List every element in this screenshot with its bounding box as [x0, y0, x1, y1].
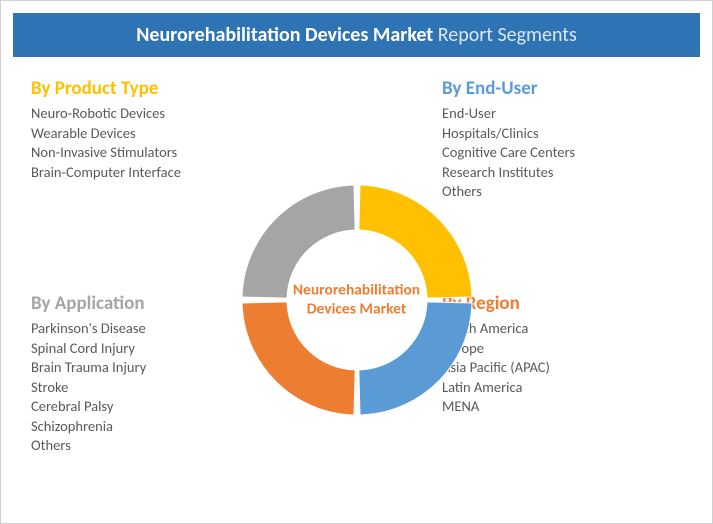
center-line1: Neurorehabilitation: [277, 281, 437, 300]
segment-product-type: By Product Type Neuro-Robotic DevicesWea…: [31, 77, 271, 182]
segment-item: Parkinson's Disease: [31, 319, 271, 339]
segment-items: End-UserHospitals/ClinicsCognitive Care …: [442, 104, 682, 202]
segment-items: Neuro-Robotic DevicesWearable DevicesNon…: [31, 104, 271, 182]
segment-items: North AmericaEuropeAsia Pacific (APAC)La…: [442, 319, 682, 417]
header-title-bold: Neurorehabilitation Devices Market: [136, 23, 433, 47]
segment-application: By Application Parkinson's DiseaseSpinal…: [31, 292, 271, 456]
header-title-light: Report Segments: [433, 23, 577, 47]
segment-item: Cognitive Care Centers: [442, 143, 682, 163]
content-area: By Product Type Neuro-Robotic DevicesWea…: [13, 57, 700, 507]
segment-item: End-User: [442, 104, 682, 124]
segment-title: By End-User: [442, 77, 682, 100]
header-bar: Neurorehabilitation Devices Market Repor…: [13, 13, 700, 57]
segment-title: By Application: [31, 292, 271, 315]
donut-center-label: Neurorehabilitation Devices Market: [277, 281, 437, 320]
segment-item: Europe: [442, 339, 682, 359]
segment-item: Others: [31, 436, 271, 456]
segment-item: Spinal Cord Injury: [31, 339, 271, 359]
segment-region: By Region North AmericaEuropeAsia Pacifi…: [442, 292, 682, 417]
segment-item: Research Institutes: [442, 163, 682, 183]
donut-chart: Neurorehabilitation Devices Market: [238, 181, 476, 419]
segment-item: Brain-Computer Interface: [31, 163, 271, 183]
segment-item: Non-Invasive Stimulators: [31, 143, 271, 163]
report-container: Neurorehabilitation Devices Market Repor…: [0, 0, 713, 524]
segment-item: North America: [442, 319, 682, 339]
segment-end-user: By End-User End-UserHospitals/ClinicsCog…: [442, 77, 682, 202]
segment-item: Schizophrenia: [31, 417, 271, 437]
center-line2: Devices Market: [277, 300, 437, 319]
segment-item: Cerebral Palsy: [31, 397, 271, 417]
segment-item: Hospitals/Clinics: [442, 124, 682, 144]
segment-item: MENA: [442, 397, 682, 417]
segment-title: By Region: [442, 292, 682, 315]
segment-item: Latin America: [442, 378, 682, 398]
segment-items: Parkinson's DiseaseSpinal Cord InjuryBra…: [31, 319, 271, 456]
segment-item: Neuro-Robotic Devices: [31, 104, 271, 124]
segment-item: Brain Trauma Injury: [31, 358, 271, 378]
segment-item: Wearable Devices: [31, 124, 271, 144]
segment-item: Others: [442, 182, 682, 202]
segment-item: Asia Pacific (APAC): [442, 358, 682, 378]
segment-title: By Product Type: [31, 77, 271, 100]
segment-item: Stroke: [31, 378, 271, 398]
